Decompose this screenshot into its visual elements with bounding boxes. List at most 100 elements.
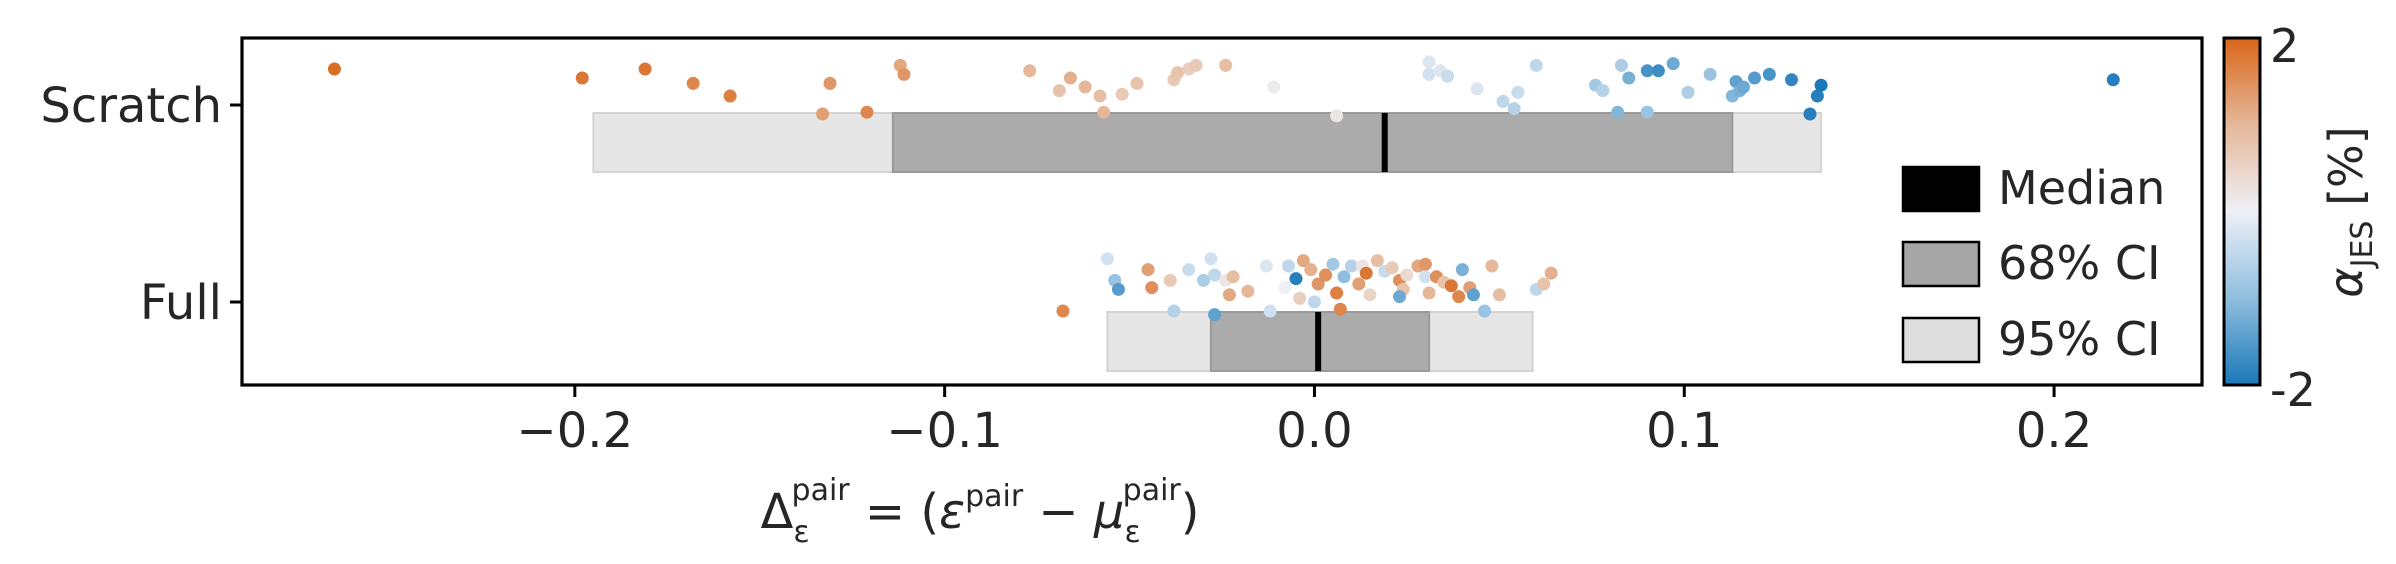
data-point [1171, 66, 1185, 80]
colorbar-min-label: -2 [2270, 363, 2316, 417]
data-point [1385, 261, 1399, 275]
data-point [860, 105, 874, 119]
colorbar-label: αJES [%] [2319, 126, 2380, 297]
data-point [1748, 71, 1762, 85]
data-point [1023, 64, 1037, 78]
data-point [1311, 277, 1325, 291]
data-point [1507, 102, 1521, 116]
colorbar: 2 -2 αJES [%] [2222, 19, 2380, 417]
data-point [638, 62, 652, 76]
data-point [1736, 80, 1750, 94]
data-point [1289, 272, 1303, 286]
x-tick-label: −0.1 [886, 403, 1003, 459]
data-point [1263, 304, 1277, 318]
data-point [1441, 69, 1455, 83]
data-point [1466, 288, 1480, 302]
data-point [1511, 85, 1525, 99]
x-axis: −0.2 −0.1 0.0 0.1 0.2 [517, 385, 2092, 459]
data-point [1393, 290, 1407, 304]
data-point [1544, 266, 1558, 280]
data-point [1703, 67, 1717, 81]
legend-swatch [1901, 240, 1981, 288]
data-point [1400, 268, 1414, 282]
data-point [1422, 67, 1436, 81]
data-point [1100, 252, 1114, 266]
data-point [1278, 281, 1292, 295]
data-point [1640, 105, 1654, 119]
data-point [1537, 277, 1551, 291]
data-point [1267, 80, 1281, 94]
data-point [1614, 58, 1628, 72]
plot-frame [240, 36, 2204, 387]
legend-label: Median [1998, 161, 2165, 215]
data-point [1204, 252, 1218, 266]
data-point [816, 107, 830, 121]
data-point [575, 71, 589, 85]
data-point [1529, 58, 1543, 72]
legend-label: 68% CI [1998, 236, 2161, 290]
data-points [327, 55, 2120, 322]
data-point [1622, 71, 1636, 85]
data-point [1352, 277, 1366, 291]
data-point [1293, 291, 1307, 305]
legend-swatch [1901, 165, 1981, 213]
y-axis: Scratch Full [40, 78, 242, 331]
data-point [1785, 73, 1799, 87]
data-point [1611, 105, 1625, 119]
data-point [1319, 268, 1333, 282]
data-point [1330, 109, 1344, 123]
colorbar-gradient [2222, 36, 2262, 387]
data-point [1307, 295, 1321, 309]
data-point [1197, 273, 1211, 287]
data-point [1326, 257, 1340, 271]
ci68-box [891, 112, 1734, 173]
data-point [1097, 105, 1111, 119]
data-point [1182, 263, 1196, 277]
y-tick-label: Scratch [40, 78, 222, 134]
data-point [1492, 288, 1506, 302]
data-point [1681, 85, 1695, 99]
data-point [1640, 64, 1654, 78]
data-point [1130, 76, 1144, 90]
data-point [1418, 257, 1432, 271]
data-point [1093, 89, 1107, 103]
data-point [1296, 254, 1310, 268]
data-point [1259, 259, 1273, 273]
data-point [1063, 71, 1077, 85]
data-point [327, 62, 341, 76]
data-point [1370, 254, 1384, 268]
data-point [1208, 268, 1222, 282]
interval-boxes [592, 112, 1823, 372]
data-point [1359, 266, 1373, 280]
data-point [1485, 259, 1499, 273]
data-point [1052, 84, 1066, 98]
data-point [1444, 279, 1458, 293]
data-point [1762, 67, 1776, 81]
data-point [1363, 288, 1377, 302]
x-tick-label: 0.2 [2016, 403, 2092, 459]
data-point [1810, 89, 1824, 103]
data-point [2106, 73, 2120, 87]
data-point [1814, 78, 1828, 92]
data-point [1651, 64, 1665, 78]
data-point [1666, 57, 1680, 71]
data-point [1226, 270, 1240, 284]
data-point [1167, 304, 1181, 318]
data-point [1330, 286, 1344, 300]
data-point [1455, 263, 1469, 277]
data-point [823, 76, 837, 90]
data-point [1056, 304, 1070, 318]
data-point [1337, 270, 1351, 284]
data-point [1803, 107, 1817, 121]
data-point [1422, 286, 1436, 300]
data-point [1141, 263, 1155, 277]
data-point [1496, 94, 1510, 108]
data-point [1596, 84, 1610, 98]
data-point [1115, 87, 1129, 101]
data-point [1344, 259, 1358, 273]
data-point [1111, 282, 1125, 296]
x-axis-label: Δεpair = (εpair − μεpair) [760, 473, 1199, 550]
data-point [1078, 80, 1092, 94]
data-point [1452, 290, 1466, 304]
